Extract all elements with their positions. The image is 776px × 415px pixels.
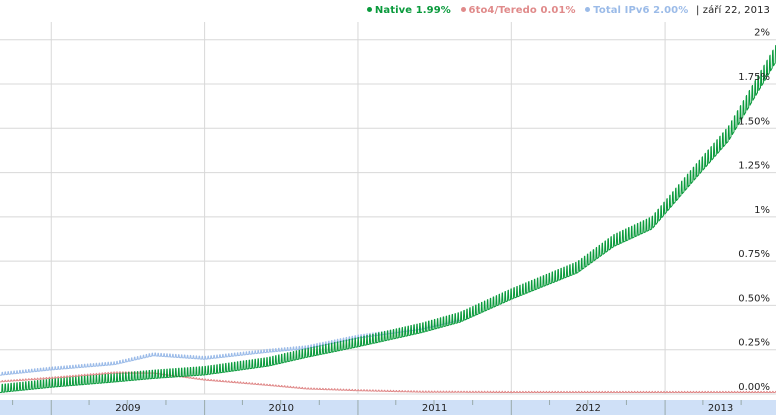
legend-date: | září 22, 2013 xyxy=(695,5,770,16)
native-dot-icon xyxy=(366,7,372,12)
y-tick-label: 0.50% xyxy=(738,293,770,304)
x-axis-band xyxy=(0,400,776,415)
x-tick-label: 2011 xyxy=(422,403,447,414)
y-tick-label: 0.75% xyxy=(738,249,770,260)
chart-legend: Native 1.99% 6to4/Teredo 0.01% Total IPv… xyxy=(361,5,770,16)
legend-total[interactable]: Total IPv6 2.00% xyxy=(585,5,692,16)
x-axis: 2009 2010 2011 2012 2013 xyxy=(12,400,742,415)
legend-native[interactable]: Native 1.99% xyxy=(366,5,455,16)
legend-native-value: 1.99% xyxy=(415,5,451,16)
x-tick-label: 2013 xyxy=(708,403,733,414)
series-line-total-ipv6 xyxy=(0,317,461,376)
series-line-native xyxy=(0,44,776,393)
teredo-dot-icon xyxy=(460,7,466,12)
x-tick-label: 2012 xyxy=(575,403,600,414)
legend-native-label: Native xyxy=(374,5,413,16)
y-tick-label: 0.00% xyxy=(738,382,770,393)
legend-teredo-value: 0.01% xyxy=(540,5,576,16)
y-tick-label: 0.25% xyxy=(738,338,770,349)
legend-teredo-label: 6to4/Teredo xyxy=(468,5,537,16)
chart-grid xyxy=(0,22,776,395)
y-tick-label: 1% xyxy=(754,205,770,216)
x-tick-label: 2009 xyxy=(115,403,140,414)
series-lines xyxy=(0,44,776,393)
y-tick-label: 1.75% xyxy=(738,72,770,83)
legend-total-label: Total IPv6 xyxy=(593,5,650,16)
legend-teredo[interactable]: 6to4/Teredo 0.01% xyxy=(460,5,580,16)
x-tick-label: 2010 xyxy=(269,403,294,414)
total-dot-icon xyxy=(585,7,591,12)
y-axis: 0.00% 0.25% 0.50% 0.75% 1% 1.25% 1.50% 1.75% 2% xyxy=(738,28,770,393)
y-tick-label: 1.50% xyxy=(738,116,770,127)
y-tick-label: 1.25% xyxy=(738,161,770,172)
y-tick-label: 2% xyxy=(754,28,770,39)
legend-total-value: 2.00% xyxy=(653,5,689,16)
